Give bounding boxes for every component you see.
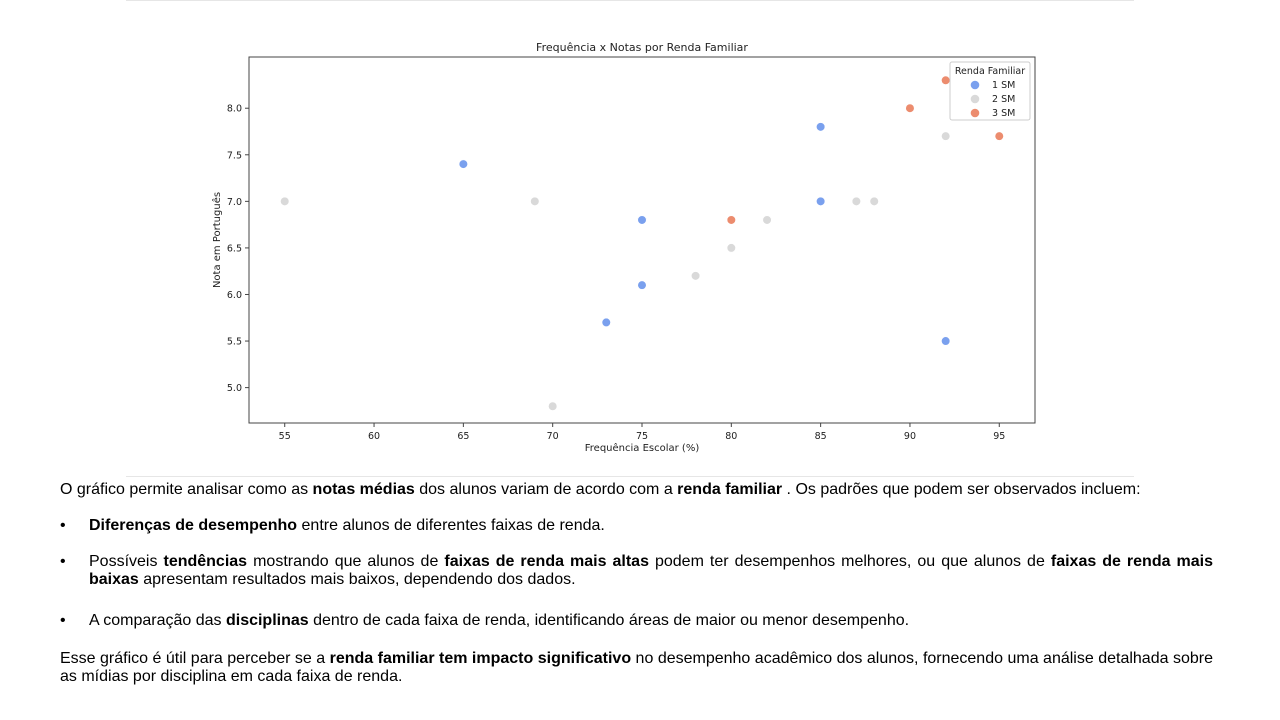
intro-segment: renda familiar [677, 481, 783, 498]
data-point [994, 131, 1004, 141]
data-point [941, 131, 951, 141]
bullet-segment: Possíveis [89, 553, 164, 570]
data-point [726, 243, 736, 253]
x-tick-label: 90 [904, 431, 916, 442]
y-tick-label: 6.0 [227, 290, 242, 301]
bullet-text: A comparação das disciplinas dentro de c… [89, 612, 1213, 630]
bullet-segment: dentro de cada faixa de renda, identific… [308, 612, 910, 629]
plot-frame [248, 56, 1036, 424]
data-point [637, 280, 647, 290]
data-point [905, 103, 915, 113]
data-point [637, 215, 647, 225]
bullet-segment: disciplinas [225, 612, 309, 629]
data-point [601, 317, 611, 328]
intro-segment: dos alunos variam de acordo com a [414, 481, 678, 498]
x-tick-label: 65 [457, 431, 469, 442]
data-point [869, 196, 879, 206]
conclusion-segment: no desempenho acadêmico dos alunos, forn… [60, 650, 1213, 685]
intro-segment: . Os padrões que podem ser observados in… [782, 481, 1141, 498]
y-axis-label: Nota em Português [211, 192, 223, 288]
conclusion-segment: Esse gráfico é útil para perceber se a [60, 650, 330, 667]
x-tick-label: 60 [368, 431, 380, 442]
data-point [548, 401, 558, 411]
y-tick-label: 6.5 [227, 243, 242, 254]
scatter-chart: Frequência x Notas por Renda Familiar 55 6… [211, 41, 1036, 454]
data-point [941, 75, 951, 85]
bullet-text: Diferenças de desempenho entre alunos de… [89, 517, 1213, 535]
bullet-segment: faixas de renda mais baixas [89, 553, 1213, 588]
bullet-marker: • [60, 612, 66, 629]
intro-paragraph: O gráfico permite analisar como as notas… [60, 481, 1213, 499]
chart-title: Frequência x Notas por Renda Familiar [536, 41, 748, 54]
legend-label: 2 SM [992, 94, 1015, 105]
bullet-segment: faixas de renda mais altas [444, 553, 649, 570]
x-axis-label: Frequência Escolar (%) [585, 442, 700, 454]
data-point [851, 196, 861, 206]
y-tick-label: 7.0 [227, 197, 242, 208]
conclusion-segment: renda familiar tem impacto significativo [329, 650, 632, 667]
data-point [280, 196, 290, 206]
data-point [458, 159, 468, 169]
legend-marker [970, 94, 980, 104]
legend-box [949, 61, 1031, 121]
legend-label: 1 SM [992, 80, 1015, 91]
x-tick-label: 55 [279, 431, 291, 442]
data-point [690, 271, 701, 281]
x-tick-label: 95 [993, 431, 1005, 442]
y-tick-label: 5.5 [227, 337, 242, 348]
data-point [816, 196, 826, 206]
data-point [941, 336, 951, 346]
legend-title: Renda Familiar [955, 66, 1025, 77]
data-point [726, 215, 736, 225]
top-divider [126, 0, 1134, 1]
legend-label: 3 SM [992, 108, 1015, 119]
x-tick-label: 75 [636, 431, 648, 442]
x-tick-label: 80 [725, 431, 737, 442]
legend-marker [970, 108, 980, 118]
bullet-segment: entre alunos de diferentes faixas de ren… [297, 517, 605, 534]
bullet-segment: tendências [163, 553, 248, 570]
bullet-segment: podem ter desempenhos melhores, ou que a… [648, 553, 1051, 570]
bullet-segment: A comparação das [89, 612, 226, 629]
bullet-marker: • [60, 553, 66, 570]
intro-segment: O gráfico permite analisar como as [60, 481, 313, 498]
data-point [762, 215, 772, 225]
intro-segment: notas médias [312, 481, 415, 498]
chart-divider [126, 476, 1134, 477]
y-tick-label: 8.0 [227, 104, 242, 115]
data-point [816, 122, 826, 132]
legend-marker [970, 80, 980, 90]
x-tick-label: 85 [815, 431, 827, 442]
data-point [530, 196, 540, 206]
bullet-segment: apresentam resultados mais baixos, depen… [138, 571, 576, 588]
y-tick-label: 5.0 [227, 383, 242, 394]
x-tick-label: 70 [547, 431, 559, 442]
bullet-text: Possíveis tendências mostrando que aluno… [89, 553, 1213, 589]
y-tick-label: 7.5 [227, 150, 242, 161]
bullet-marker: • [60, 517, 66, 534]
bullet-segment: mostrando que alunos de [247, 553, 445, 570]
bullet-segment: Diferenças de desempenho [89, 517, 298, 534]
conclusion-paragraph: Esse gráfico é útil para perceber se a r… [60, 650, 1213, 686]
